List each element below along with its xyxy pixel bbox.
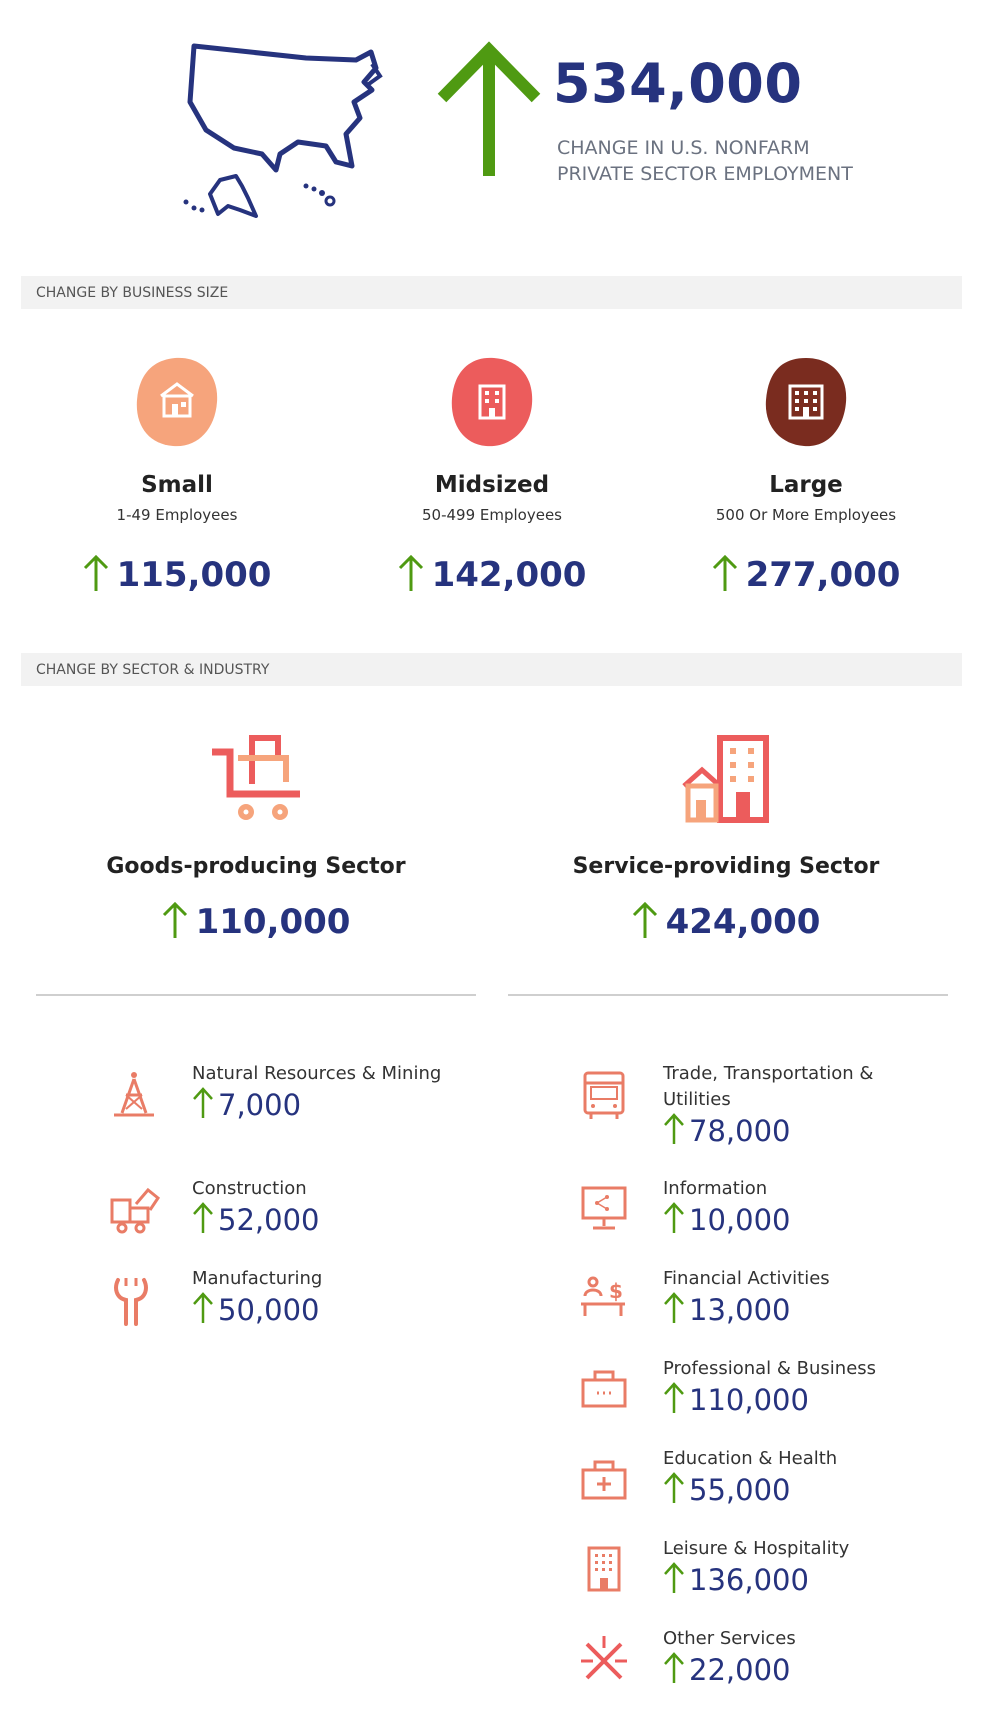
sector-name: Service-providing Sector (572, 854, 880, 879)
industry-value: 22,000 (689, 1653, 791, 1687)
medical-kit-icon (579, 1454, 635, 1510)
svg-text:$: $ (609, 1279, 623, 1303)
size-card-large: Large 500 Or More Employees 277,000 (656, 356, 956, 596)
industry-information: Information 10,000 (579, 1176, 939, 1266)
industry-leisure-hospitality: Leisure & Hospitality 136,000 (579, 1536, 939, 1626)
tools-icon (579, 1634, 635, 1690)
size-sub: 500 Or More Employees (715, 506, 897, 524)
industry-value: 52,000 (218, 1203, 320, 1237)
industry-natural-resources: Natural Resources & Mining 7,000 (108, 1061, 468, 1151)
size-value: 115,000 (116, 555, 272, 595)
industry-label: Leisure & Hospitality (663, 1538, 850, 1559)
bus-icon (579, 1069, 635, 1125)
sector-value: 110,000 (195, 902, 351, 942)
up-arrow-icon (663, 1202, 685, 1238)
industry-value: 13,000 (689, 1293, 791, 1327)
goods-sector-card: Goods-producing Sector 110,000 (26, 734, 486, 943)
up-arrow-icon (712, 554, 738, 596)
up-arrow-icon (663, 1113, 685, 1149)
monitor-icon (579, 1184, 635, 1240)
size-name: Midsized (434, 472, 550, 498)
banker-icon: $ (579, 1274, 635, 1330)
us-map-icon (176, 38, 416, 222)
industry-label: Construction (192, 1178, 307, 1199)
business-size-title: CHANGE BY BUSINESS SIZE (36, 285, 229, 301)
size-name: Large (769, 472, 843, 498)
sector-industry-title: CHANGE BY SECTOR & INDUSTRY (36, 662, 270, 678)
up-arrow-icon (663, 1382, 685, 1418)
goods-divider (36, 994, 476, 996)
wrench-icon (108, 1274, 164, 1330)
up-arrow-icon (632, 901, 658, 943)
up-arrow-icon (83, 554, 109, 596)
size-value: 142,000 (431, 555, 587, 595)
total-change-value: 534,000 (553, 52, 803, 115)
briefcase-icon (579, 1364, 635, 1420)
industry-education-health: Education & Health 55,000 (579, 1446, 939, 1536)
building-icon (450, 356, 534, 448)
industry-value: 136,000 (689, 1563, 809, 1597)
business-size-header: CHANGE BY BUSINESS SIZE (21, 276, 962, 309)
hotel-icon (579, 1544, 635, 1600)
up-arrow-icon (663, 1472, 685, 1508)
up-arrow-icon (398, 554, 424, 596)
city-icon (678, 734, 774, 824)
industry-label: Professional & Business (663, 1358, 877, 1379)
industry-financial: $ Financial Activities 13,000 (579, 1266, 939, 1356)
total-change-label: CHANGE IN U.S. NONFARM PRIVATE SECTOR EM… (557, 137, 853, 185)
service-divider (508, 994, 948, 996)
industry-value: 110,000 (689, 1383, 809, 1417)
industry-value: 50,000 (218, 1293, 320, 1327)
size-card-small: Small 1-49 Employees 115,000 (27, 356, 327, 596)
industry-label: Trade, Transportation & Utilities (663, 1063, 874, 1110)
industry-label: Education & Health (663, 1448, 838, 1469)
house-icon (135, 356, 219, 448)
up-arrow-icon (663, 1292, 685, 1328)
size-name: Small (141, 472, 213, 498)
industry-trade-transportation: Trade, Transportation & Utilities 78,000 (579, 1061, 939, 1151)
size-sub: 50-499 Employees (421, 506, 562, 524)
sector-name: Goods-producing Sector (106, 854, 406, 879)
up-arrow-icon (192, 1087, 214, 1123)
industry-label: Information (663, 1178, 768, 1199)
up-arrow-icon (663, 1652, 685, 1688)
industry-label: Natural Resources & Mining (192, 1063, 442, 1084)
oil-rig-icon (108, 1069, 164, 1125)
up-arrow-icon (192, 1292, 214, 1328)
up-arrow-icon (663, 1562, 685, 1598)
up-arrow-icon (436, 40, 542, 180)
industry-label: Financial Activities (663, 1268, 830, 1289)
size-value: 277,000 (745, 555, 901, 595)
up-arrow-icon (192, 1202, 214, 1238)
construction-vehicle-icon (108, 1184, 164, 1240)
industry-manufacturing: Manufacturing 50,000 (108, 1266, 468, 1356)
up-arrow-icon (162, 901, 188, 943)
industry-value: 55,000 (689, 1473, 791, 1507)
industry-value: 7,000 (218, 1088, 302, 1122)
sector-industry-header: CHANGE BY SECTOR & INDUSTRY (21, 653, 962, 686)
size-sub: 1-49 Employees (116, 506, 238, 524)
office-building-icon (764, 356, 848, 448)
service-sector-card: Service-providing Sector 424,000 (496, 734, 956, 943)
industry-label: Manufacturing (192, 1268, 323, 1289)
size-card-midsized: Midsized 50-499 Employees 142,000 (342, 356, 642, 596)
industry-value: 78,000 (689, 1114, 791, 1148)
industry-label: Other Services (663, 1628, 796, 1649)
industry-other-services: Other Services 22,000 (579, 1626, 939, 1716)
sector-value: 424,000 (665, 902, 821, 942)
industry-value: 10,000 (689, 1203, 791, 1237)
industry-professional: Professional & Business 110,000 (579, 1356, 939, 1446)
industry-construction: Construction 52,000 (108, 1176, 468, 1266)
cart-icon (208, 734, 304, 824)
